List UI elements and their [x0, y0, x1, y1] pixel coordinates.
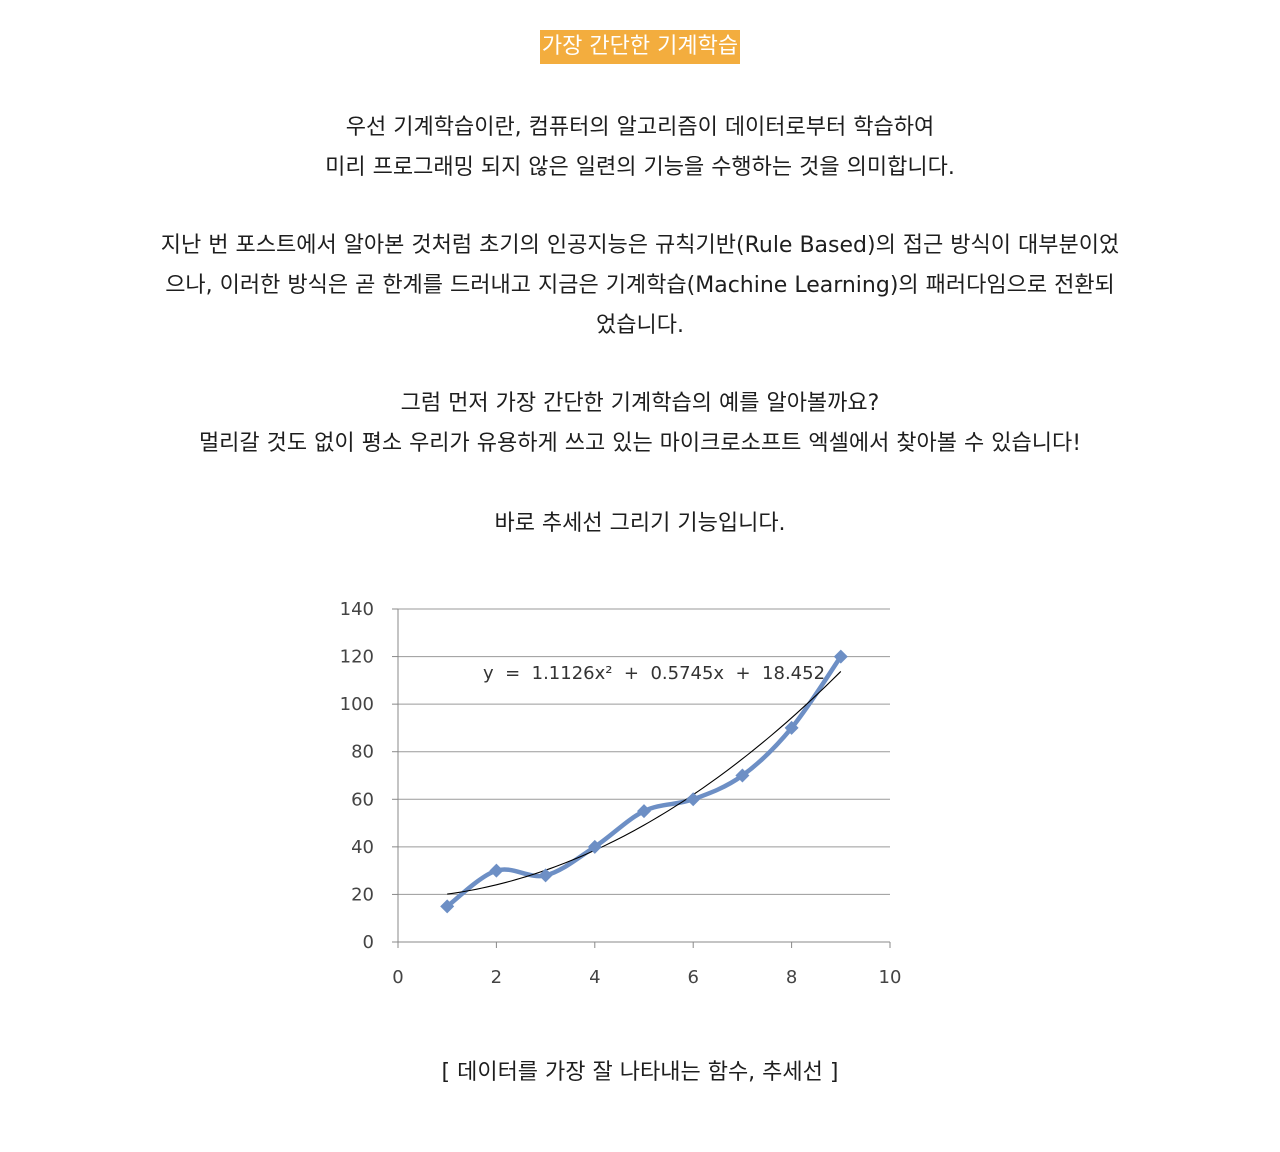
data-point — [489, 863, 504, 878]
chart-axes: 0 20 40 60 80 100 120 140 0 2 4 6 8 10 — [340, 599, 902, 988]
x-tick-label: 4 — [589, 967, 600, 988]
x-tick-label: 2 — [491, 967, 502, 988]
text-line: 었습니다. — [596, 313, 684, 338]
title-wrapper: 가장 간단한 기계학습 — [0, 30, 1280, 64]
trendline-equation: y = 1.1126x² + 0.5745x + 18.452 — [483, 663, 825, 684]
y-tick-label: 60 — [351, 789, 374, 810]
x-tick-label: 8 — [786, 967, 797, 988]
trendline — [447, 671, 842, 895]
y-tick-label: 20 — [351, 884, 374, 905]
x-tick-label: 6 — [687, 967, 698, 988]
chart-series — [440, 649, 848, 914]
text-line: 바로 추세선 그리기 기능입니다. — [494, 511, 786, 536]
y-tick-label: 80 — [351, 742, 374, 763]
chart-svg: 0 20 40 60 80 100 120 140 0 2 4 6 8 10 y = 1.1126x² +… — [340, 599, 902, 988]
trendline-paragraph: 바로 추세선 그리기 기능입니다. — [70, 504, 1210, 544]
y-tick-label: 140 — [340, 599, 374, 620]
section-title: 가장 간단한 기계학습 — [539, 30, 741, 64]
text-line: 지난 번 포스트에서 알아본 것처럼 초기의 인공지능은 규칙기반(Rule B… — [160, 233, 1120, 258]
text-line: 멀리갈 것도 없이 평소 우리가 유용하게 쓰고 있는 마이크로소프트 엑셀에서… — [198, 431, 1082, 456]
data-point — [440, 899, 455, 914]
x-tick-label: 0 — [392, 967, 403, 988]
history-paragraph: 지난 번 포스트에서 알아본 것처럼 초기의 인공지능은 규칙기반(Rule B… — [70, 226, 1210, 346]
data-point — [735, 768, 750, 783]
text-line: 미리 프로그래밍 되지 않은 일련의 기능을 수행하는 것을 의미합니다. — [325, 155, 955, 180]
intro-paragraph: 우선 기계학습이란, 컴퓨터의 알고리즘이 데이터로부터 학습하여 미리 프로그… — [70, 108, 1210, 188]
y-tick-label: 40 — [351, 837, 374, 858]
data-point — [686, 792, 701, 807]
data-point — [538, 868, 553, 883]
chart-grid — [398, 608, 890, 895]
y-tick-label: 100 — [340, 694, 374, 715]
text-line: 그럼 먼저 가장 간단한 기계학습의 예를 알아볼까요? — [400, 391, 880, 416]
figure-caption: [ 데이터를 가장 잘 나타내는 함수, 추세선 ] — [441, 1060, 839, 1085]
data-point — [587, 839, 602, 854]
y-tick-label: 120 — [340, 647, 374, 668]
y-tick-label: 0 — [363, 932, 374, 953]
trendline-chart: 0 20 40 60 80 100 120 140 0 2 4 6 8 10 y = 1.1126x² +… — [320, 590, 920, 1000]
example-paragraph: 그럼 먼저 가장 간단한 기계학습의 예를 알아볼까요? 멀리갈 것도 없이 평… — [70, 384, 1210, 464]
data-point — [833, 649, 848, 664]
series-line — [445, 655, 843, 909]
text-line: 우선 기계학습이란, 컴퓨터의 알고리즘이 데이터로부터 학습하여 — [345, 115, 935, 140]
data-point — [637, 804, 651, 819]
text-line: 으나, 이러한 방식은 곧 한계를 드러내고 지금은 기계학습(Machine … — [165, 273, 1115, 298]
data-point — [784, 720, 799, 735]
x-tick-label: 10 — [879, 967, 902, 988]
